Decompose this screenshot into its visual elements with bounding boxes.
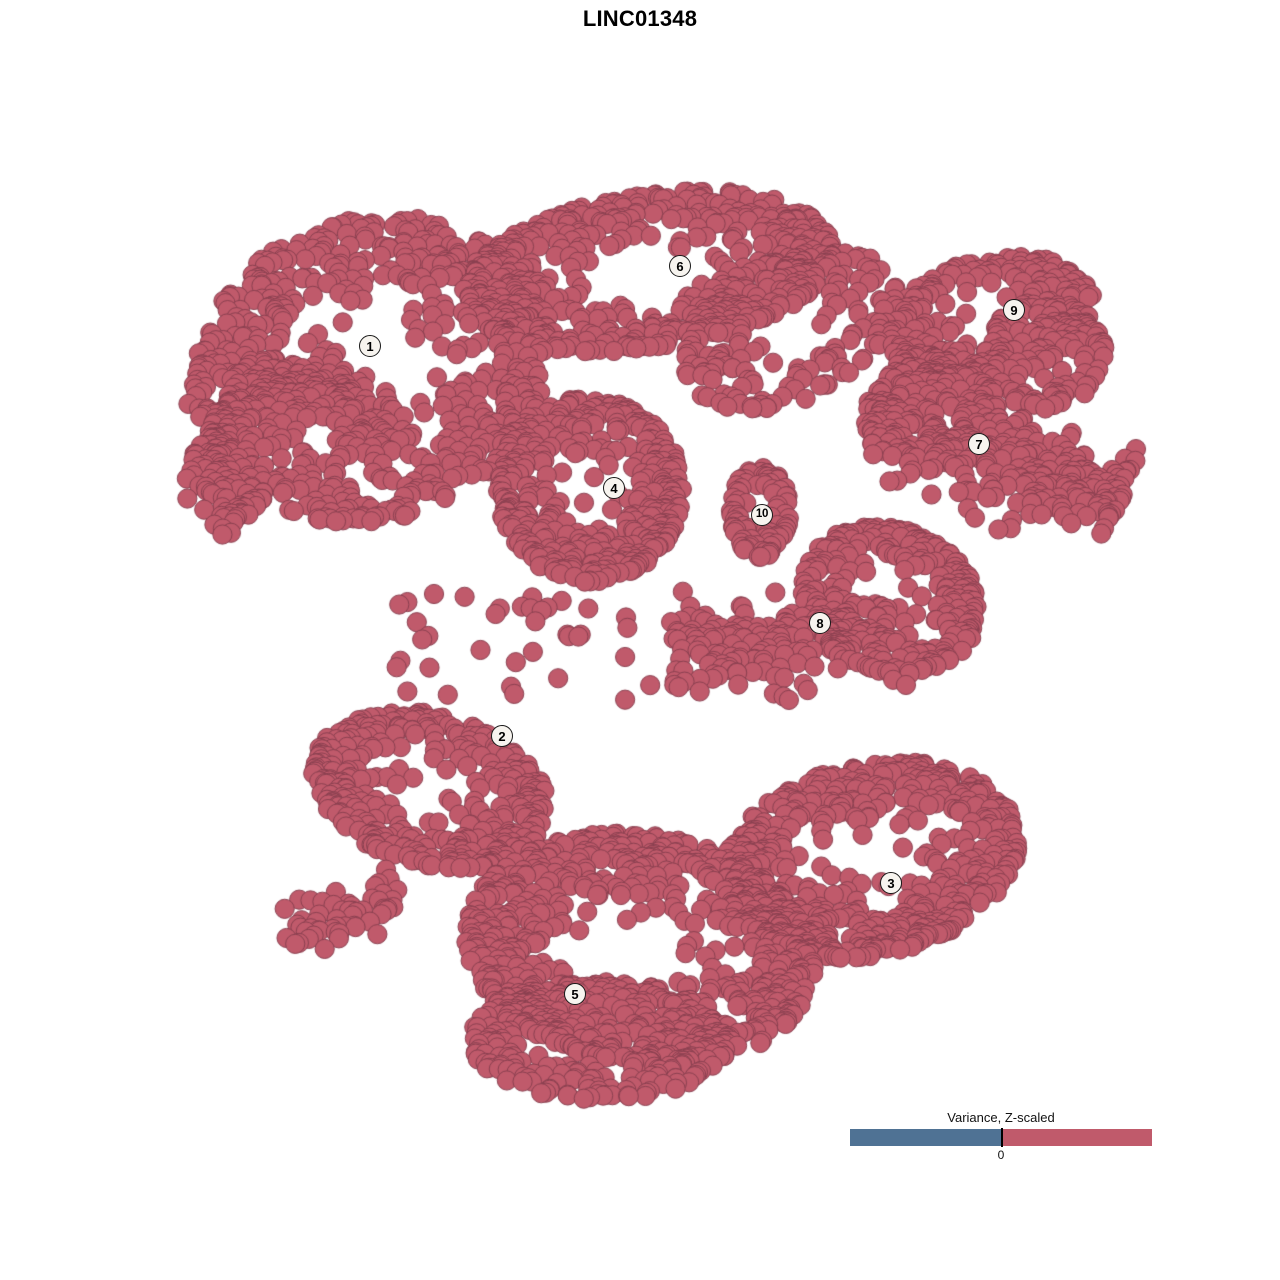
cluster-label-2[interactable]: 2 [491, 725, 513, 747]
cluster-label-6[interactable]: 6 [669, 255, 691, 277]
cluster-label-4[interactable]: 4 [603, 477, 625, 499]
cluster-label-1[interactable]: 1 [359, 335, 381, 357]
cluster-label-10[interactable]: 10 [751, 504, 773, 526]
legend-tick-mark [1001, 1128, 1003, 1147]
legend-title: Variance, Z-scaled [947, 1110, 1055, 1125]
legend: Variance, Z-scaled 0 [850, 1110, 1152, 1162]
legend-tick-label: 0 [997, 1148, 1005, 1162]
legend-low-swatch [850, 1129, 1001, 1146]
legend-high-swatch [1001, 1129, 1152, 1146]
cluster-label-7[interactable]: 7 [968, 433, 990, 455]
cluster-label-8[interactable]: 8 [809, 612, 831, 634]
cluster-label-3[interactable]: 3 [880, 872, 902, 894]
legend-colorbar[interactable]: 0 [850, 1128, 1152, 1162]
cluster-label-5[interactable]: 5 [564, 983, 586, 1005]
cluster-label-9[interactable]: 9 [1003, 299, 1025, 321]
